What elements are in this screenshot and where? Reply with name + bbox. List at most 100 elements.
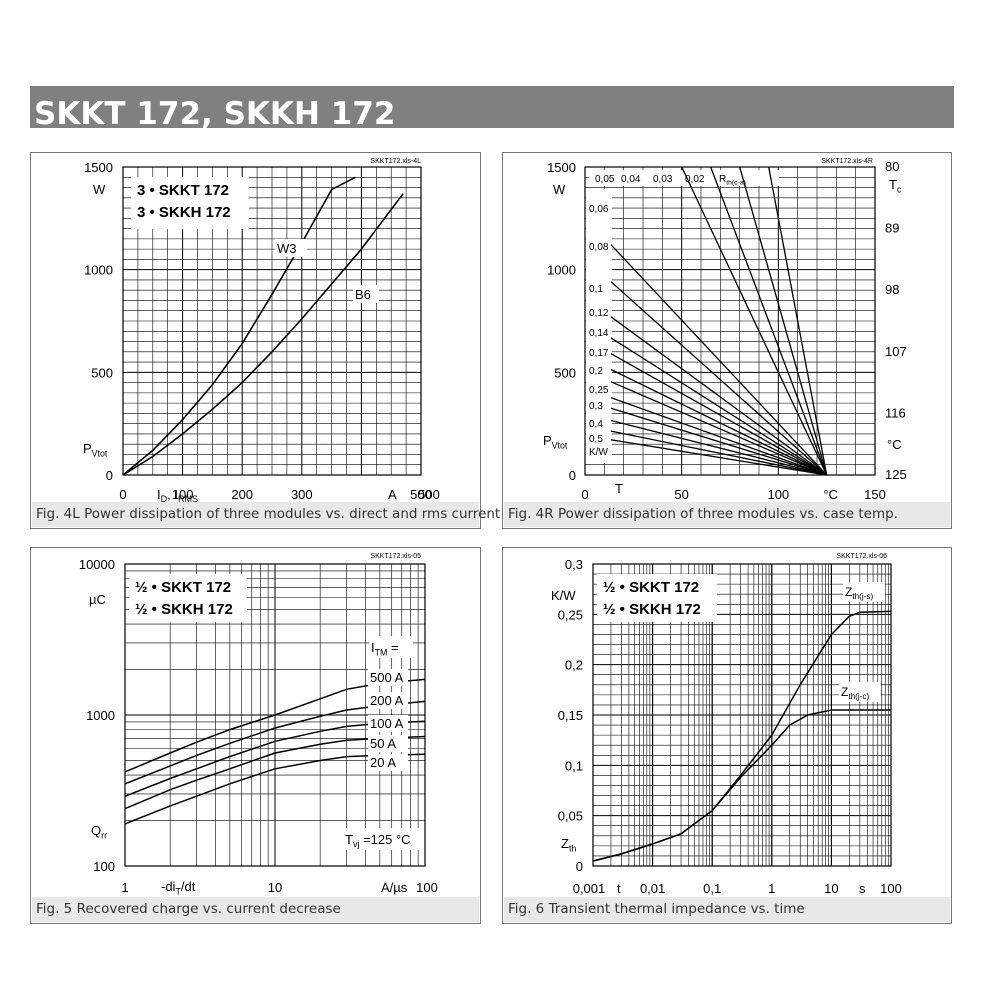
chart-file-ref: SKKT172.xls-06	[836, 553, 887, 560]
x-tick-label: 0	[581, 487, 588, 502]
series-line	[610, 430, 827, 476]
legend-entry: 3 • SKKH 172	[137, 204, 231, 221]
y-unit: µC	[89, 592, 106, 607]
series-line	[610, 439, 827, 476]
rth-label-bg	[586, 189, 612, 463]
legend-entry: ½ • SKKT 172	[603, 579, 699, 596]
chart-panel-fig5: SKKT172.xls-05 ½ • SKKT 172 ½ • SKKH 172 1 1…	[30, 547, 481, 924]
x-unit: °C	[823, 487, 838, 502]
y-tick-label: 500	[91, 365, 113, 380]
chart-fig4l: SKKT172.xls-4L 3 • SKKT 172 3 • SKKH 172 0 1…	[83, 158, 440, 504]
y-tick-label: 500	[554, 365, 576, 380]
y-tick-label: 0,15	[558, 708, 583, 723]
series-label: 50 A	[370, 736, 396, 751]
right-axis-unit: °C	[887, 437, 902, 452]
chart-file-ref: SKKT172.xls-05	[370, 553, 421, 560]
y-tick-label: 1500	[84, 160, 113, 175]
series-line	[610, 281, 828, 476]
right-tick-label: 125	[885, 467, 907, 482]
y-tick-label: 10000	[79, 557, 115, 572]
y-tick-label: 0	[576, 859, 583, 874]
series-label: 0,1	[589, 284, 603, 295]
y-axis-label: PVtot	[543, 433, 568, 450]
series-line	[610, 397, 827, 476]
series-label-bg	[368, 715, 408, 732]
right-axis-label: Tc	[889, 177, 902, 194]
y-tick-label: 0,05	[558, 809, 583, 824]
x-tick-label: 100	[172, 487, 194, 502]
chart-fig6: SKKT172.xls-06 ½ • SKKT 172 ½ • SKKH 172 0,…	[551, 553, 902, 896]
series-line	[610, 381, 827, 476]
series-line	[592, 709, 891, 862]
rth-header-bg	[589, 170, 779, 186]
legend-entry: ½ • SKKH 172	[135, 601, 233, 618]
y-unit: W	[93, 182, 106, 197]
series-label: 100 A	[370, 716, 404, 731]
x-axis-label: T	[615, 481, 623, 496]
series-label-bg	[368, 692, 408, 709]
legend-box	[131, 177, 249, 229]
x-unit: A	[388, 487, 397, 502]
y-tick-label: 0,2	[565, 658, 583, 673]
series-line	[610, 316, 828, 476]
x-tick-label: 0,01	[640, 881, 665, 896]
x-tick-label: 0,1	[703, 881, 721, 896]
series-label: 0,2	[589, 366, 603, 377]
x-tick-label: 0	[119, 487, 126, 502]
x-tick-label: 500	[418, 487, 440, 502]
chart-caption: Fig. 4R Power dissipation of three modul…	[504, 502, 950, 527]
series-label-bg	[368, 754, 408, 771]
series-line	[122, 193, 404, 476]
page-title: SKKT 172, SKKH 172	[34, 96, 396, 128]
series-title-bg	[369, 636, 413, 658]
x-tick-label: 1	[121, 880, 128, 895]
legend-box	[597, 574, 717, 622]
series-label: 0,08	[589, 242, 609, 253]
x-tick-label: 200	[231, 487, 253, 502]
series-label: 0,12	[589, 308, 609, 319]
chart-panel-fig4l: SKKT172.xls-4L 3 • SKKT 172 3 • SKKH 172 0 1…	[30, 152, 500, 529]
y-tick-label: 0,1	[565, 758, 583, 773]
series-line	[610, 244, 828, 476]
y-unit: W	[553, 182, 566, 197]
y-tick-label: 0,3	[565, 557, 583, 572]
x-tick-label: 50	[674, 487, 688, 502]
y-axis-label: Zth	[561, 836, 576, 853]
chart-caption: Fig. 4L Power dissipation of three modul…	[32, 502, 500, 527]
x-tick-label: 500	[410, 487, 432, 502]
right-tick-label: 80	[885, 159, 899, 174]
series-label-bg	[839, 682, 881, 702]
plot-frame	[124, 563, 426, 867]
title-bar: SKKT 172, SKKH 172	[30, 86, 954, 128]
series-label: Zth(j-c)	[841, 685, 869, 701]
condition-bg	[341, 828, 423, 850]
x-tick-label: 300	[291, 487, 313, 502]
y-tick-label: 1000	[86, 708, 115, 723]
legend-entry: 3 • SKKT 172	[137, 182, 229, 199]
x-axis-label: t	[617, 881, 621, 896]
x-tick-label: 1	[768, 881, 775, 896]
y-tick-label: 1500	[547, 160, 576, 175]
right-tick-label: 116	[885, 405, 906, 420]
x-unit: A/µs	[381, 880, 408, 895]
series-title: ITM =	[371, 640, 399, 657]
series-label-bg	[275, 239, 307, 257]
right-tick-label: 89	[885, 221, 899, 236]
series-line	[681, 166, 828, 476]
y-tick-label: 0	[106, 468, 113, 483]
y-unit: K/W	[551, 588, 576, 603]
x-tick-label: 100	[767, 487, 789, 502]
x-tick-label: 10	[268, 880, 282, 895]
series-label: 0,06	[589, 204, 609, 215]
series-label: 0,3	[589, 401, 603, 412]
plot-frame	[584, 166, 876, 476]
x-tick-label: 150	[864, 487, 886, 502]
rth-label: Rth(c-a)	[719, 174, 746, 187]
series-line	[768, 166, 828, 476]
series-line	[610, 368, 827, 476]
series-label: 500 A	[370, 670, 404, 685]
y-tick-label: 1000	[547, 263, 576, 278]
series-label-bg	[353, 285, 379, 303]
series-label: 20 A	[370, 755, 396, 770]
